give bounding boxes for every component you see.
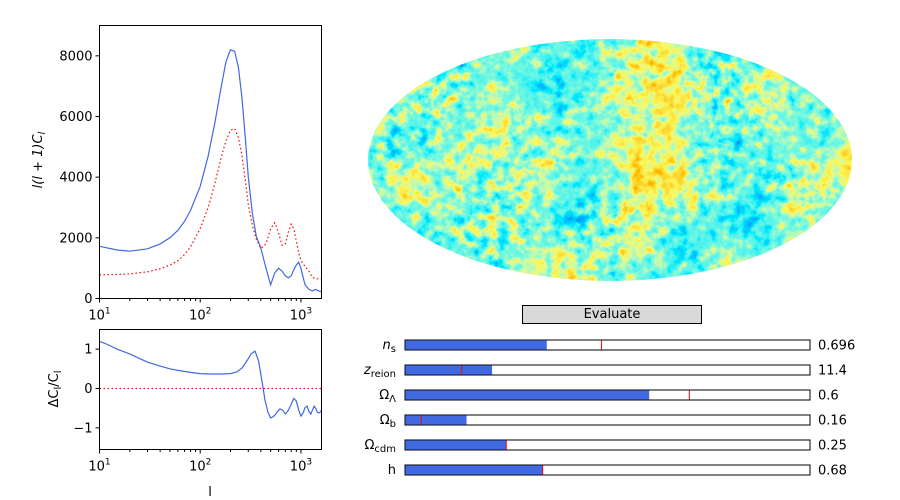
slider-label: Ωb	[380, 413, 396, 430]
slider-fill	[405, 365, 493, 375]
top-y-ticks: 0 2000 4000 6000 8000	[59, 49, 100, 307]
y-tick-label: 1	[84, 343, 92, 358]
bottom-x-ticks: 101 102 103	[88, 449, 312, 475]
bottom-y-axis-label: ΔCl/Cl	[47, 370, 64, 407]
slider-fill	[405, 340, 547, 350]
slider-value: 0.68	[818, 464, 847, 479]
y-tick-label: 0	[84, 382, 92, 397]
x-tick-label: 102	[189, 458, 211, 475]
bottom-plot-frame	[99, 329, 322, 450]
reference-spectrum-line	[99, 127, 322, 280]
residual-line	[99, 340, 322, 419]
slider-value: 0.696	[818, 339, 855, 354]
x-tick-label: 101	[88, 458, 110, 475]
y-tick-label: −1	[73, 421, 92, 436]
slider-label: zreion	[363, 363, 396, 380]
x-tick-label: 102	[189, 307, 211, 324]
slider-label: ΩΛ	[379, 388, 396, 405]
slider-fill	[405, 390, 650, 400]
x-tick-label: 103	[290, 458, 312, 475]
slider-value: 0.16	[818, 414, 847, 429]
slider-label: ns	[383, 338, 396, 355]
slider-omega-lambda[interactable]: ΩΛ 0.6	[379, 388, 838, 405]
y-tick-label: 0	[84, 292, 92, 307]
slider-omega-cdm[interactable]: Ωcdm 0.25	[364, 438, 846, 455]
y-tick-label: 6000	[59, 110, 92, 125]
slider-label: Ωcdm	[364, 438, 396, 455]
slider-fill	[405, 415, 467, 425]
cmb-sky-map	[368, 39, 852, 281]
slider-value: 0.25	[818, 439, 847, 454]
x-tick-label: 101	[88, 307, 110, 324]
slider-fill	[405, 465, 543, 475]
slider-label: h	[388, 463, 396, 478]
top-plot-frame	[99, 25, 322, 299]
slider-n-s[interactable]: ns 0.696	[383, 338, 856, 355]
y-tick-label: 8000	[59, 49, 92, 64]
model-spectrum-line	[99, 49, 322, 293]
bottom-y-ticks: −1 0 1	[73, 343, 100, 436]
bottom-x-axis-label: l	[208, 485, 212, 500]
slider-h[interactable]: h 0.68	[388, 463, 847, 479]
evaluate-button[interactable]: Evaluate	[522, 305, 702, 324]
slider-z-reion[interactable]: zreion 11.4	[363, 363, 847, 380]
slider-fill	[405, 440, 507, 450]
slider-value: 11.4	[818, 364, 847, 379]
top-x-ticks: 101 102 103	[88, 298, 312, 324]
top-y-axis-label: l(l + 1)Cl	[31, 131, 48, 188]
y-tick-label: 2000	[59, 231, 92, 246]
slider-omega-b[interactable]: Ωb 0.16	[380, 413, 847, 430]
power-spectrum-chart: 0 2000 4000 6000 8000 101 102 103 l(l + 1)Cl	[31, 25, 322, 324]
x-tick-label: 103	[290, 307, 312, 324]
y-tick-label: 4000	[59, 171, 92, 186]
slider-value: 0.6	[818, 389, 839, 404]
